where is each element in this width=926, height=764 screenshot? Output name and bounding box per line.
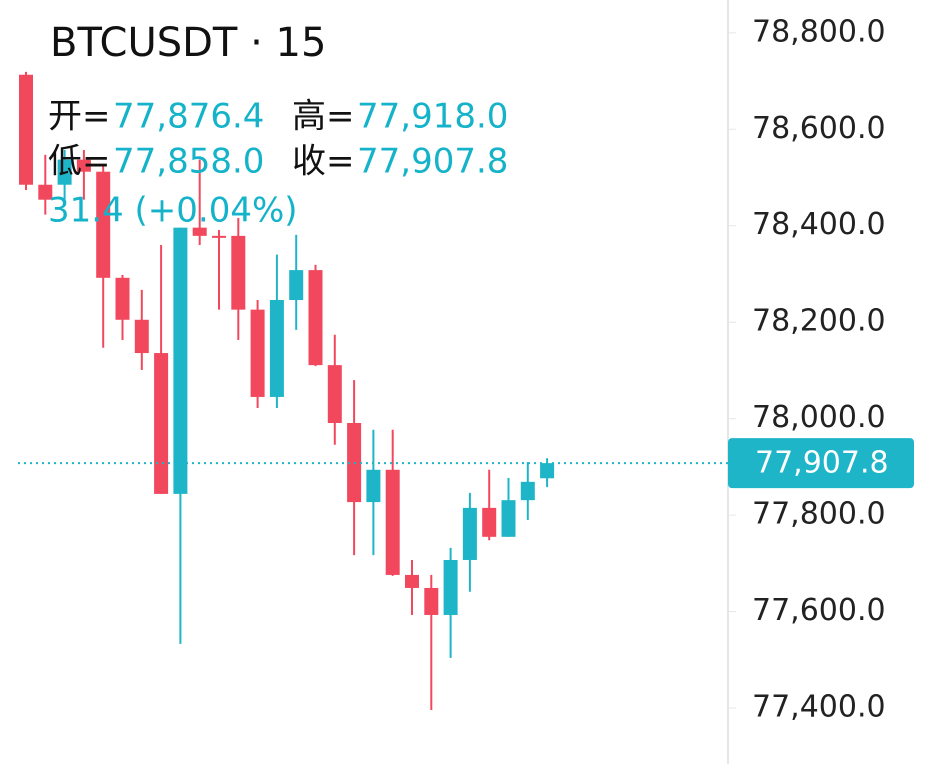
- close-label: 收=: [292, 142, 355, 182]
- candle-body: [134, 319, 149, 354]
- candle-body: [405, 574, 419, 588]
- y-tick-label: 77,600.0: [752, 593, 886, 628]
- y-tick-label: 77,800.0: [752, 497, 886, 532]
- candle-body: [96, 171, 111, 278]
- candle-body: [520, 481, 535, 501]
- y-tick-label: 78,000.0: [752, 400, 886, 435]
- low-value: 77,858.0: [113, 142, 264, 182]
- chart-title: BTCUSDT · 15: [50, 20, 326, 66]
- open-value: 77,876.4: [113, 97, 264, 137]
- candle-body: [173, 227, 188, 494]
- close-value: 77,907.8: [357, 142, 508, 182]
- candle-body: [231, 235, 246, 310]
- candle-body: [540, 463, 555, 479]
- current-price-box: [728, 438, 914, 489]
- current-price-label: 77,907.8: [755, 446, 889, 481]
- y-tick-label: 78,600.0: [752, 111, 886, 146]
- candle-body: [462, 507, 477, 560]
- plot: 78,800.0 78,600.0 78,400.0 78,200.0 78,000.0…: [18, 14, 914, 725]
- overlay: BTCUSDT · 15 开= 77,876.4 高= 77,918.0 低= …: [48, 20, 508, 231]
- candle-body: [154, 353, 169, 494]
- change-value: 31.4 (+0.04%): [48, 191, 298, 231]
- high-label: 高=: [292, 97, 355, 137]
- low-label: 低=: [48, 142, 111, 182]
- y-tick-label: 78,800.0: [752, 14, 886, 49]
- candle-body: [19, 74, 33, 185]
- candle-body: [327, 365, 342, 423]
- candle-body: [115, 277, 130, 320]
- high-value: 77,918.0: [357, 97, 508, 137]
- candle-body: [76, 159, 91, 172]
- candle-body: [366, 469, 381, 503]
- y-tick-label: 78,200.0: [752, 304, 886, 339]
- candle-body: [308, 270, 323, 366]
- candle-body: [443, 559, 458, 615]
- candle-body: [212, 235, 226, 238]
- candle-body: [424, 587, 439, 615]
- candle-body: [192, 227, 207, 236]
- candle-body: [385, 469, 400, 575]
- y-tick-label: 78,400.0: [752, 207, 886, 242]
- candle-body: [289, 270, 304, 301]
- y-tick-label: 77,400.0: [752, 690, 886, 725]
- candle-body: [482, 507, 497, 537]
- open-label: 开=: [48, 97, 111, 137]
- candle-body: [250, 309, 265, 397]
- candle-body: [38, 184, 53, 200]
- candle-body: [501, 500, 516, 537]
- candle-body: [269, 300, 284, 397]
- candle-body: [57, 159, 72, 185]
